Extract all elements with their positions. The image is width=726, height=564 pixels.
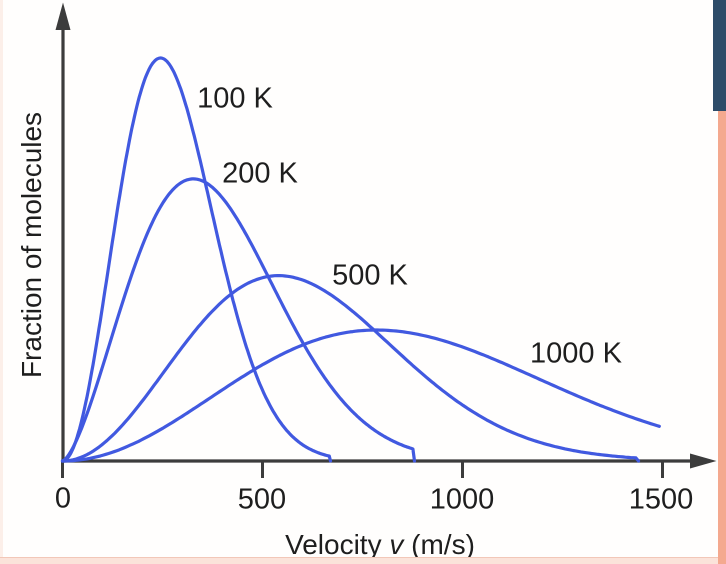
x-tick-label-1500: 1500 — [628, 483, 694, 516]
curve-100k — [60, 56, 333, 463]
x-axis-label-suffix: (m/s) — [403, 529, 475, 560]
x-axis-label-prefix: Velocity — [285, 529, 390, 560]
x-axis-label-variable: v — [389, 529, 404, 560]
x-tick-label-1000: 1000 — [429, 483, 495, 516]
x-axis-label: Velocity v (m/s) — [285, 531, 475, 559]
right-top-scrollbar-bar — [713, 0, 726, 111]
x-tick-label-500: 500 — [237, 483, 287, 516]
x-tick-label-0: 0 — [54, 482, 72, 515]
y-axis-label: Fraction of molecules — [16, 111, 47, 379]
curve-label-100k: 100 K — [197, 82, 273, 115]
curve-500k — [60, 274, 641, 463]
curve-label-1000k: 1000 K — [530, 337, 622, 370]
curve-1000k — [60, 328, 661, 463]
right-edge-strip — [718, 108, 726, 564]
bottom-edge-strip — [0, 557, 726, 564]
curve-label-200k: 200 K — [222, 157, 298, 190]
curve-200k — [60, 177, 417, 463]
curve-label-500k: 500 K — [332, 259, 408, 292]
left-edge-strip — [0, 0, 3, 564]
y-axis-arrowhead-icon — [55, 2, 71, 30]
x-axis-arrowhead-icon — [690, 453, 717, 469]
